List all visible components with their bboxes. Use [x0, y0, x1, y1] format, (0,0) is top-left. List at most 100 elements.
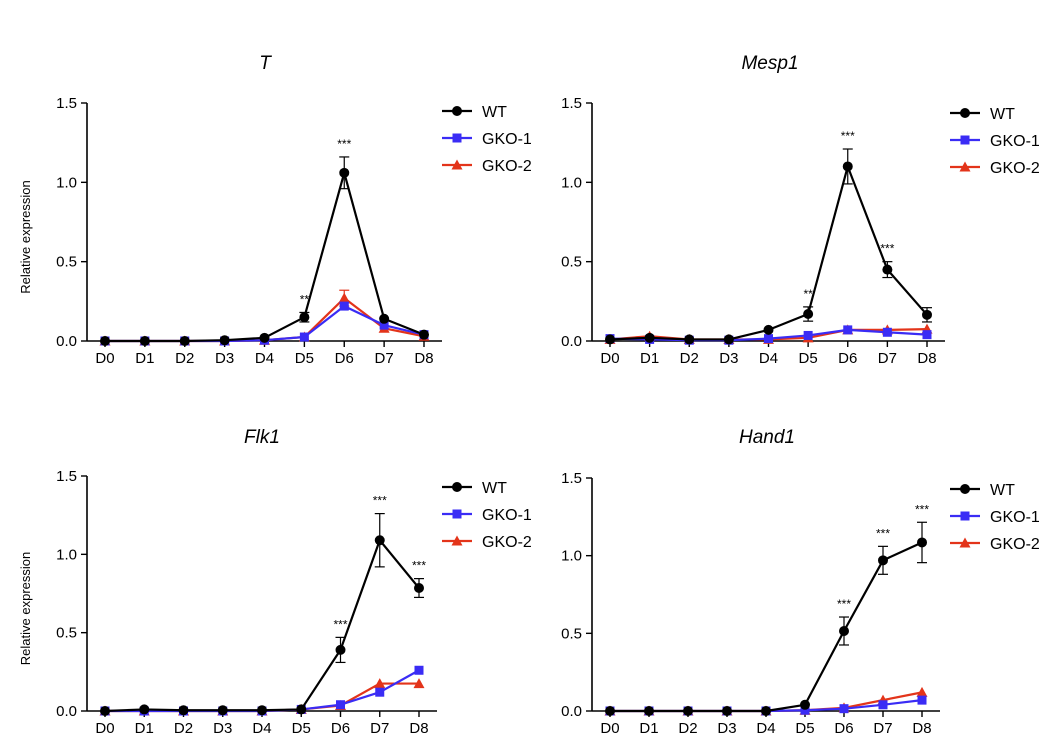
y-tick-label: 0.5: [56, 254, 77, 271]
data-point: [761, 706, 771, 716]
data-point: [800, 699, 810, 710]
legend-marker: [959, 537, 971, 548]
legend-label: GKO-2: [482, 534, 532, 551]
y-tick-label: 1.0: [56, 174, 77, 191]
y-tick-label: 1.0: [56, 546, 77, 563]
significance-label: ***: [337, 137, 351, 151]
legend-entry-gko-2: GKO-2: [442, 534, 532, 551]
x-tick-label: D6: [838, 350, 857, 367]
y-tick-label: 1.5: [56, 95, 77, 112]
legend-label: WT: [990, 106, 1015, 123]
data-point: [878, 555, 888, 566]
data-point: [843, 325, 853, 335]
legend-entry-gko-1: GKO-1: [950, 133, 1040, 150]
data-point: [374, 535, 385, 546]
data-point: [878, 700, 888, 710]
series-line: [105, 669, 420, 713]
series-line: [105, 171, 425, 343]
x-tick-label: D2: [174, 720, 193, 737]
legend-entry-wt: WT: [442, 104, 507, 121]
legend-label: WT: [990, 482, 1015, 499]
data-point: [882, 264, 893, 275]
legend-marker: [452, 509, 462, 519]
data-point: [605, 334, 615, 345]
data-point: [339, 167, 350, 178]
data-point: [379, 320, 389, 330]
x-tick-label: D4: [759, 350, 778, 367]
chart-panel-1: T 0.0 0.5 1.0 1.5 D0 D1 D2 D3 D4 D5 D6 D7 D8 Relative …: [18, 53, 532, 367]
data-point: [916, 686, 928, 697]
data-point: [336, 700, 345, 710]
legend-entry-wt: WT: [950, 482, 1015, 499]
legend-marker: [960, 135, 970, 145]
x-tick-label: D3: [213, 720, 232, 737]
y-tick-label: 1.0: [561, 548, 582, 565]
significance-label: **: [300, 292, 310, 306]
legend-marker: [452, 482, 462, 492]
x-tick-label: D4: [252, 720, 271, 737]
x-tick-label: D6: [331, 720, 350, 737]
legend-entry-gko-2: GKO-2: [950, 160, 1040, 177]
chart-title: Flk1: [244, 427, 280, 448]
data-point: [338, 292, 350, 303]
x-tick-label: D2: [680, 350, 699, 367]
x-tick-label: D7: [375, 350, 394, 367]
data-point: [722, 706, 732, 716]
data-point: [259, 332, 270, 343]
significance-label: ***: [373, 494, 387, 508]
x-tick-label: D5: [292, 720, 311, 737]
x-tick-label: D1: [135, 350, 154, 367]
data-point: [139, 704, 150, 715]
legend-marker: [959, 161, 971, 172]
x-tick-label: D0: [95, 720, 114, 737]
legend-label: GKO-1: [482, 507, 532, 524]
data-point: [764, 334, 773, 344]
data-point: [374, 678, 386, 689]
chart-title: Mesp1: [741, 53, 798, 74]
x-tick-label: D7: [873, 720, 892, 737]
data-point: [644, 706, 654, 716]
x-tick-label: D8: [409, 720, 428, 737]
x-tick-label: D4: [756, 720, 775, 737]
data-point: [763, 324, 774, 335]
data-point: [414, 583, 424, 594]
legend-marker: [451, 535, 463, 546]
data-point: [917, 537, 927, 548]
data-point: [800, 705, 810, 715]
data-point: [803, 309, 814, 320]
y-tick-label: 0.0: [56, 333, 77, 350]
legend-marker: [451, 159, 463, 170]
y-tick-label: 1.5: [56, 468, 77, 485]
data-point: [842, 161, 853, 172]
legend-label: WT: [482, 480, 507, 497]
legend-marker: [960, 108, 970, 118]
x-tick-label: D8: [912, 720, 931, 737]
significance-label: ***: [915, 502, 929, 516]
data-point: [644, 332, 655, 343]
series-wt: [605, 148, 932, 345]
series-line: [610, 541, 923, 713]
data-point: [379, 313, 390, 324]
chart-panel-4: Hand1 0.0 0.5 1.0 1.5 D0 D1 D2 D3 D4 D5 D6 D7 D8 *** **…: [561, 427, 1040, 737]
data-point: [882, 327, 892, 337]
y-tick-label: 0.5: [56, 625, 77, 642]
y-tick-label: 1.5: [561, 470, 582, 487]
legend-entry-gko-1: GKO-1: [442, 131, 532, 148]
chart-panel-3: Flk1 0.0 0.5 1.0 1.5 D0 D1 D2 D3 D4 D5 D6 D7 D8 Relati…: [18, 427, 532, 737]
x-tick-label: D1: [640, 350, 659, 367]
data-point: [100, 336, 110, 346]
chart-title: Hand1: [739, 427, 795, 448]
series-wt: [100, 512, 424, 716]
data-point: [296, 704, 307, 715]
data-point: [299, 332, 309, 342]
legend-label: GKO-1: [990, 509, 1040, 526]
x-tick-label: D1: [135, 720, 154, 737]
series-line: [104, 539, 420, 713]
y-tick-label: 0.5: [561, 625, 582, 642]
x-tick-label: D3: [719, 350, 738, 367]
legend-label: GKO-2: [482, 158, 532, 175]
data-point: [414, 665, 424, 675]
data-point: [922, 309, 932, 320]
data-point: [803, 330, 813, 340]
